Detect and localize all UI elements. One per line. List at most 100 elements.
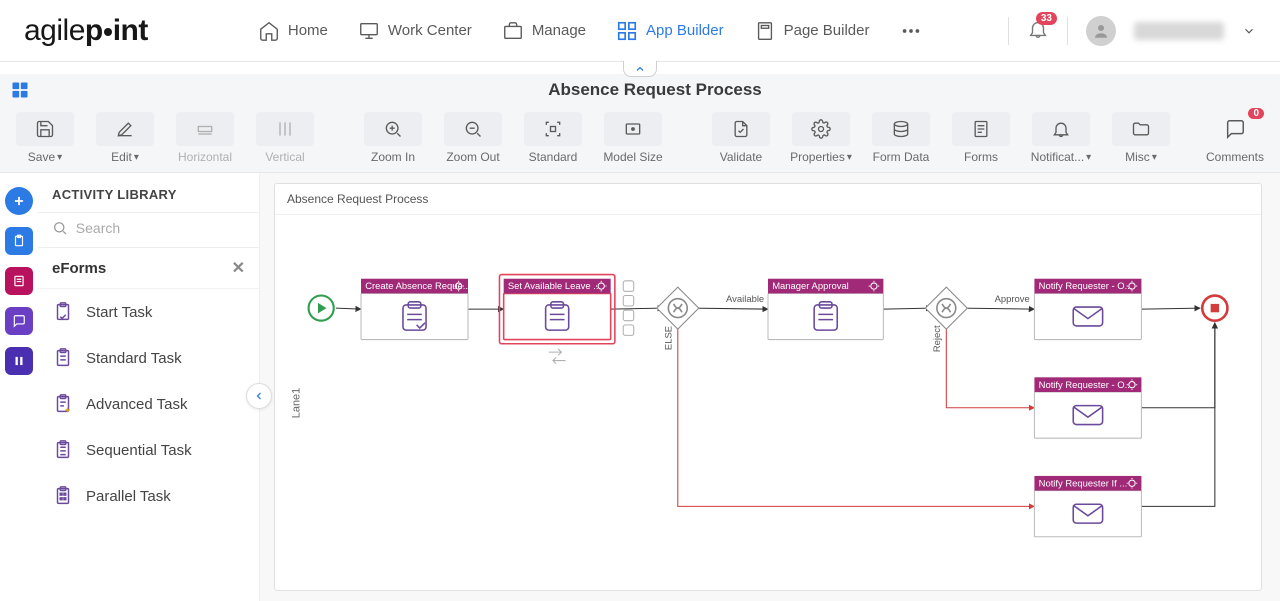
chevron-up-icon: [634, 63, 646, 75]
svg-text:Manager Approval: Manager Approval: [772, 281, 849, 292]
page-icon: [754, 20, 776, 42]
nav-home[interactable]: Home: [258, 20, 328, 42]
close-icon[interactable]: ✕: [232, 258, 245, 278]
misc-button[interactable]: Misc▾: [1106, 112, 1176, 164]
clipboard-icon: [12, 234, 26, 248]
sidebar-item[interactable]: Advanced Task: [38, 381, 259, 427]
sidebar-item-label: Parallel Task: [86, 488, 171, 505]
sidebar-item[interactable]: Standard Task: [38, 335, 259, 381]
svg-text:Set Available Leave ...: Set Available Leave ...: [508, 281, 601, 292]
chat-icon: [12, 314, 26, 328]
zoom-in-icon: [383, 119, 403, 139]
canvas-wrap: Absence Request Process Lane1 AvailableE…: [260, 173, 1280, 601]
left-rail: [0, 173, 38, 601]
rail-pause[interactable]: [5, 347, 33, 375]
forms-button[interactable]: Forms: [946, 112, 1016, 164]
gear-icon: [811, 119, 831, 139]
collapse-row: [0, 62, 1280, 74]
sidebar-item-label: Start Task: [86, 304, 152, 321]
vertical-button[interactable]: Vertical: [250, 112, 320, 164]
properties-button[interactable]: Properties▾: [786, 112, 856, 164]
nav-manage[interactable]: Manage: [502, 20, 586, 42]
svg-text:Create Absence Reque...: Create Absence Reque...: [365, 281, 470, 292]
flow-diagram[interactable]: AvailableELSEApproveRejectCreate Absence…: [275, 215, 1261, 590]
form-data-button[interactable]: Form Data: [866, 112, 936, 164]
home-icon: [258, 20, 280, 42]
sidebar-item[interactable]: Parallel Task: [38, 473, 259, 519]
zoom-out-button[interactable]: Zoom Out: [438, 112, 508, 164]
comment-icon: [1224, 118, 1246, 140]
collapse-sidebar-button[interactable]: [246, 383, 272, 409]
sidebar-item[interactable]: Start Task: [38, 289, 259, 335]
process-canvas[interactable]: Absence Request Process Lane1 AvailableE…: [274, 183, 1262, 591]
nav-label: Manage: [532, 22, 586, 39]
divider: [1008, 17, 1009, 45]
standard-button[interactable]: Standard: [518, 112, 588, 164]
collapse-nav-button[interactable]: [623, 61, 657, 77]
save-button[interactable]: Save▾: [10, 112, 80, 164]
notif-badge: 33: [1036, 12, 1057, 25]
task-icon: [52, 347, 74, 369]
username: [1134, 22, 1224, 40]
database-icon: [891, 119, 911, 139]
plus-icon: [12, 194, 26, 208]
nav-more[interactable]: [900, 20, 922, 42]
model-size-button[interactable]: Model Size: [598, 112, 668, 164]
task-icon: [52, 485, 74, 507]
nav-label: Home: [288, 22, 328, 39]
comments-badge: 0: [1248, 108, 1264, 119]
horizontal-button[interactable]: Horizontal: [170, 112, 240, 164]
body: ACTIVITY LIBRARY eForms ✕ Start Task Stan…: [0, 173, 1280, 601]
chevron-down-icon[interactable]: [1242, 24, 1256, 38]
forms-icon: [971, 119, 991, 139]
nav-app-builder[interactable]: App Builder: [616, 20, 724, 42]
svg-text:Available: Available: [726, 294, 764, 305]
sidebar-item[interactable]: Sequential Task: [38, 427, 259, 473]
brand-logo: agilepint: [24, 14, 148, 48]
sidebar-search: [38, 212, 259, 248]
rail-form[interactable]: [5, 267, 33, 295]
more-icon: [900, 20, 922, 42]
search-input[interactable]: [76, 220, 245, 236]
zoom-in-button[interactable]: Zoom In: [358, 112, 428, 164]
nav-work-center[interactable]: Work Center: [358, 20, 472, 42]
briefcase-icon: [502, 20, 524, 42]
top-nav: agilepint Home Work Center Manage App Bu…: [0, 0, 1280, 62]
model-size-icon: [623, 119, 643, 139]
svg-text:Approve: Approve: [995, 294, 1030, 305]
title-bar: Absence Request Process: [0, 74, 1280, 106]
comments-button[interactable]: 0 Comments: [1200, 112, 1270, 164]
rail-clipboard[interactable]: [5, 227, 33, 255]
rail-chat[interactable]: [5, 307, 33, 335]
validate-button[interactable]: Validate: [706, 112, 776, 164]
sidebar-header: ACTIVITY LIBRARY: [38, 173, 259, 212]
columns-icon: [12, 354, 26, 368]
bell-icon: [1051, 119, 1071, 139]
task-icon: [52, 393, 74, 415]
activity-sidebar: ACTIVITY LIBRARY eForms ✕ Start Task Stan…: [38, 173, 260, 601]
apps-icon[interactable]: [10, 80, 30, 100]
svg-text:Notify Requester - O...: Notify Requester - O...: [1039, 281, 1133, 292]
user-avatar[interactable]: [1086, 16, 1116, 46]
toolbar: Save▾ Edit▾ Horizontal Vertical Zoom In …: [0, 106, 1280, 173]
nav-items: Home Work Center Manage App Builder Page…: [258, 20, 922, 42]
edit-button[interactable]: Edit▾: [90, 112, 160, 164]
nav-label: App Builder: [646, 22, 724, 39]
nav-right: 33: [1008, 16, 1256, 46]
zoom-out-icon: [463, 119, 483, 139]
rail-add[interactable]: [5, 187, 33, 215]
sidebar-category[interactable]: eForms ✕: [38, 248, 259, 289]
sidebar-item-label: Advanced Task: [86, 396, 187, 413]
lane-label: Lane1: [290, 387, 302, 418]
notifications-button[interactable]: Notificat...▾: [1026, 112, 1096, 164]
svg-text:Notify Requester - O...: Notify Requester - O...: [1039, 380, 1133, 391]
svg-text:Reject: Reject: [932, 325, 943, 352]
folder-icon: [1131, 119, 1151, 139]
vertical-icon: [275, 119, 295, 139]
notifications-button[interactable]: 33: [1027, 18, 1049, 43]
nav-page-builder[interactable]: Page Builder: [754, 20, 870, 42]
validate-icon: [731, 119, 751, 139]
sidebar-item-label: Standard Task: [86, 350, 182, 367]
monitor-icon: [358, 20, 380, 42]
task-icon: [52, 439, 74, 461]
